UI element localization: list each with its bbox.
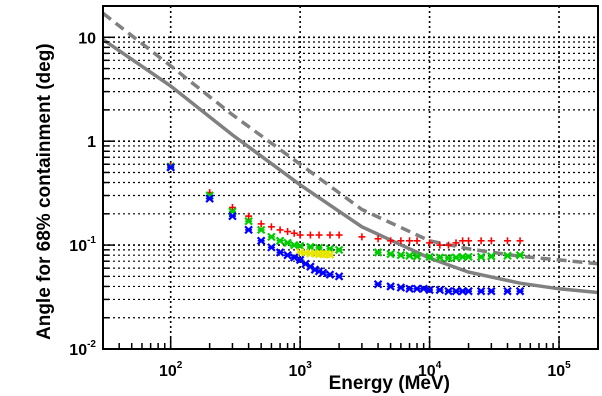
y-axis-ticks: 10-2 10-1 1 10 (69, 5, 115, 359)
data-point (334, 245, 344, 255)
data-point (267, 223, 275, 231)
data-point (374, 235, 382, 243)
data-point (318, 268, 328, 278)
x-tick-label: 103 (288, 360, 312, 380)
y-tick-label: 10-2 (69, 339, 96, 359)
data-point (256, 236, 266, 246)
data-point (306, 231, 314, 239)
data-point (444, 286, 453, 296)
data-point (397, 237, 405, 245)
data-point (465, 237, 473, 245)
data-point (244, 225, 253, 235)
data-point (267, 243, 276, 252)
plot-frame (102, 5, 599, 350)
data-point (487, 252, 496, 261)
data-point (477, 237, 485, 245)
data-point (267, 232, 276, 242)
y-tick-label: 1 (87, 134, 96, 151)
data-point (476, 286, 486, 296)
data-point (334, 272, 344, 281)
data-point (358, 233, 366, 241)
grid-lines (103, 5, 598, 350)
data-point (276, 226, 284, 234)
y-axis-label: Angle for 68% containment (deg) (34, 43, 55, 340)
data-point (435, 253, 445, 262)
data-point (405, 251, 414, 261)
data-point (425, 252, 434, 262)
data-point (412, 252, 422, 261)
data-point (335, 231, 343, 239)
data-point (228, 204, 236, 212)
data-point (464, 252, 473, 262)
data-point (452, 239, 460, 247)
data-point (459, 237, 467, 245)
data-point (325, 270, 335, 279)
data-point (290, 229, 298, 237)
data-point (373, 248, 383, 257)
data-point (256, 225, 266, 235)
data-point (444, 253, 453, 263)
data-point (325, 250, 335, 259)
data-point (275, 248, 285, 257)
data-point (419, 284, 428, 294)
data-point (315, 231, 323, 239)
data-point (228, 211, 237, 221)
data-point (503, 251, 512, 261)
data-point (275, 236, 285, 246)
x-axis-ticks: 102 103 104 105 (102, 337, 599, 380)
x-tick-label: 105 (547, 360, 571, 380)
data-point (504, 237, 512, 245)
y-tick-label: 10 (78, 30, 96, 47)
solid-reference-curve (102, 38, 599, 295)
data-point (487, 286, 496, 296)
data-point (451, 286, 461, 296)
data-points (166, 162, 525, 296)
data-point (406, 237, 414, 245)
data-point (284, 228, 292, 236)
data-point (413, 237, 421, 245)
data-point (515, 286, 525, 296)
data-point (396, 250, 406, 260)
data-point (296, 231, 304, 239)
data-point (283, 238, 292, 248)
data-point (373, 279, 383, 289)
data-point (436, 241, 444, 249)
data-point (245, 212, 253, 220)
data-point (244, 216, 253, 226)
data-point (515, 250, 525, 260)
data-point (396, 283, 406, 292)
data-point (166, 163, 175, 172)
data-point (205, 194, 214, 203)
plot-background (103, 6, 598, 349)
data-point (464, 286, 473, 296)
data-point (412, 284, 422, 294)
data-point (516, 237, 524, 245)
data-point (295, 241, 305, 251)
x-tick-label: 102 (159, 360, 183, 380)
data-point (425, 285, 434, 295)
x-tick-label: 104 (418, 360, 442, 380)
data-point (426, 239, 434, 247)
data-point (387, 237, 395, 245)
data-point (405, 284, 414, 294)
data-point (476, 252, 486, 262)
data-point (257, 220, 265, 228)
x-axis-label: Energy (MeV) (329, 373, 450, 394)
data-point (386, 282, 395, 291)
data-point (283, 250, 292, 260)
reference-curves (101, 11, 599, 295)
data-point (487, 237, 495, 245)
data-point (503, 286, 512, 296)
y-tick-label: 10-1 (69, 235, 96, 255)
data-point (444, 241, 452, 249)
data-point (451, 253, 461, 262)
data-point (435, 285, 445, 295)
data-point (326, 231, 334, 239)
data-point (386, 249, 395, 259)
